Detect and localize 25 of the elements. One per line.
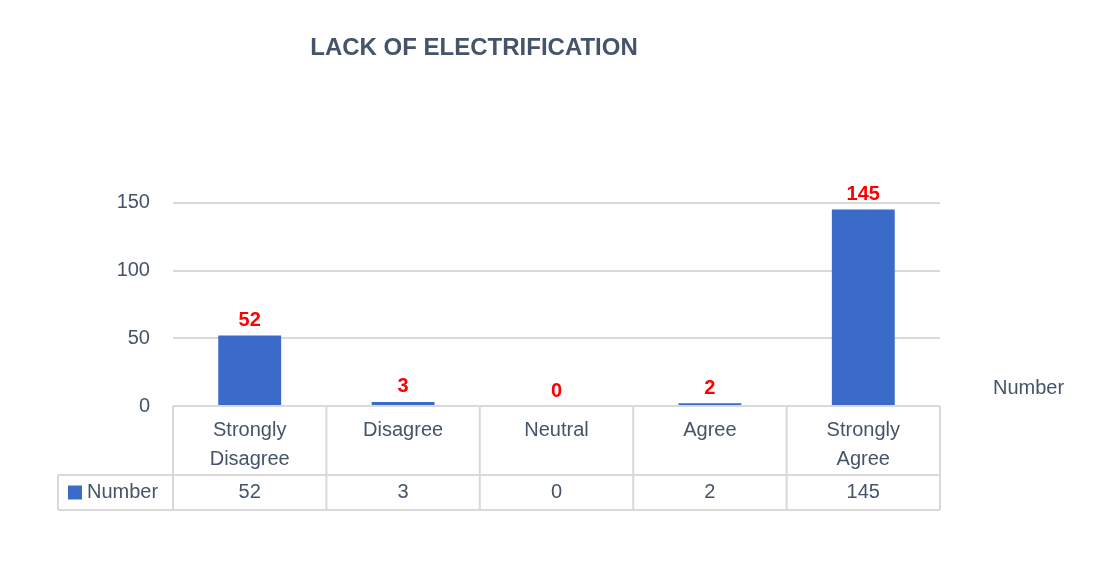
- legend-label: Number: [87, 480, 159, 503]
- data-label: 145: [846, 480, 880, 503]
- bar: [371, 401, 435, 405]
- annotation: 52: [238, 308, 261, 331]
- x-tick-label: Agree: [683, 418, 737, 441]
- bar: [218, 335, 282, 405]
- data-label: 3: [397, 480, 409, 503]
- data-label: 2: [704, 480, 716, 503]
- data-label: 0: [550, 480, 563, 503]
- y-tick-label: 0: [138, 393, 150, 416]
- x-tick-label: Neutral: [524, 418, 589, 441]
- x-tick-label: Strongly Agree: [826, 418, 900, 470]
- y-tick-label: 100: [116, 258, 150, 281]
- y-tick-label: 150: [116, 190, 150, 213]
- bar: [831, 209, 895, 405]
- chart-title: LACK OF ELECTRIFICATION: [310, 33, 638, 61]
- text: Number: [993, 375, 1065, 398]
- x-tick-label: Disagree: [363, 418, 444, 441]
- y-tick-label: 50: [127, 325, 150, 348]
- annotation: 145: [846, 182, 880, 205]
- annotation: 0: [550, 378, 563, 401]
- data-label: 52: [238, 480, 261, 503]
- annotation: 3: [397, 374, 409, 397]
- x-tick-label: Strongly Disagree: [209, 418, 290, 470]
- annotation: 2: [704, 375, 716, 398]
